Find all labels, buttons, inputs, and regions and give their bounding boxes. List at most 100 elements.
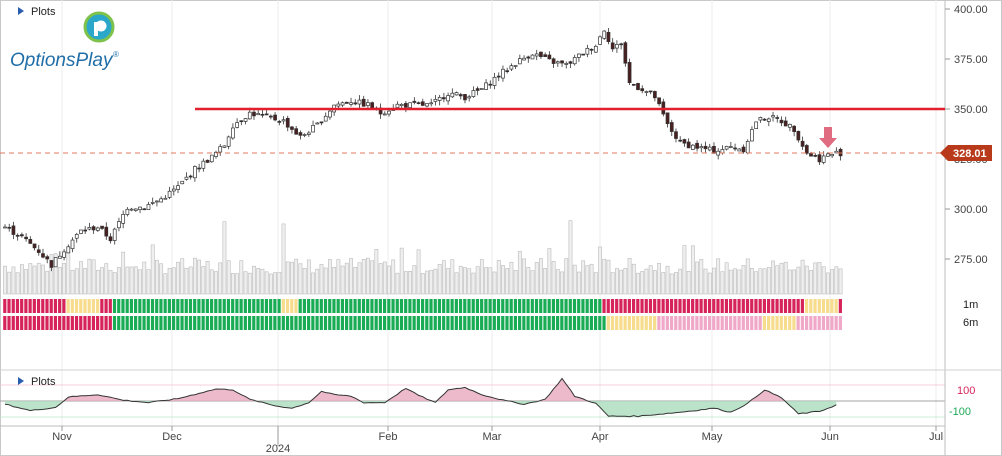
volume-bar — [593, 272, 598, 295]
volume-bar — [471, 272, 476, 295]
signal-6m-cell — [378, 316, 382, 330]
signal-1m-cell — [779, 299, 783, 313]
signal-1m-cell — [577, 299, 581, 313]
candle-body — [826, 153, 830, 157]
candle-body — [745, 141, 750, 154]
signal-6m-cell — [488, 316, 492, 330]
signal-1m-cell — [79, 299, 83, 313]
brand-name: OptionsPlay — [10, 50, 114, 71]
signal-6m-cell — [239, 316, 243, 330]
signal-6m-cell — [74, 316, 79, 330]
signal-1m-cell — [32, 299, 36, 313]
oscillator-plots-label: Plots — [31, 376, 56, 388]
signal-1m-cell — [458, 299, 463, 313]
candle-body — [636, 83, 640, 91]
candle-body — [155, 200, 159, 203]
candle-body — [442, 97, 446, 100]
candle-body — [344, 101, 349, 104]
signal-1m-cell — [298, 299, 302, 313]
signal-6m-cell — [235, 316, 239, 330]
signal-1m-cell — [142, 299, 146, 313]
candle-body — [209, 154, 214, 163]
signal-6m-cell — [817, 316, 821, 330]
candle-body — [804, 145, 809, 154]
candle-body — [492, 76, 497, 86]
signal-6m-cell — [598, 316, 602, 330]
signal-1m-cell — [560, 299, 564, 313]
candle-body — [193, 166, 197, 179]
volume-bar — [825, 272, 830, 295]
signal-1m-cell — [24, 299, 28, 313]
candle-body — [526, 56, 531, 59]
signal-1m-cell — [58, 299, 62, 313]
signal-1m-cell — [395, 299, 399, 313]
signal-strips — [3, 299, 842, 330]
signal-1m-cell — [598, 299, 602, 313]
candle-body — [197, 167, 201, 170]
signal-6m-cell — [480, 316, 484, 330]
candle-body — [306, 132, 311, 135]
signal-6m-cell — [762, 316, 766, 330]
signal-6m-cell — [454, 316, 458, 330]
volume-bar — [463, 267, 467, 295]
signal-6m-cell — [821, 316, 826, 330]
signal-6m-cell — [644, 316, 648, 330]
signal-1m-cell — [340, 299, 344, 313]
candle-body — [813, 154, 818, 157]
candle-body — [834, 150, 839, 154]
candle-body — [830, 153, 834, 157]
volume-bar — [534, 262, 539, 295]
signal-1m-cell — [501, 299, 505, 313]
candle-body — [568, 61, 573, 64]
volume-bar — [298, 263, 303, 295]
signal-6m-cell — [471, 316, 475, 330]
candle-body — [24, 236, 28, 240]
signal-1m-cell — [589, 299, 593, 313]
signal-6m-cell — [256, 316, 260, 330]
volume-bar — [813, 262, 818, 295]
signal-1m-cell — [741, 299, 745, 313]
volume-bar — [62, 262, 66, 295]
volume-bar — [543, 268, 548, 295]
candle-body — [395, 103, 400, 108]
oscillator-plots-toggle[interactable]: Plots — [18, 376, 56, 388]
signal-6m-cell — [311, 316, 315, 330]
candle-body — [771, 115, 775, 118]
signal-1m-cell — [775, 299, 779, 313]
volume-bar — [712, 267, 716, 295]
signal-6m-cell — [838, 316, 842, 330]
signal-1m-cell — [450, 299, 454, 313]
volume-bar — [100, 267, 104, 295]
volume-bar — [737, 269, 742, 295]
signal-6m-cell — [176, 316, 180, 330]
candle-body — [555, 61, 560, 64]
volume-bar — [349, 258, 353, 295]
signal-6m-cell — [425, 316, 429, 330]
signal-1m-cell — [572, 299, 577, 313]
volume-bar — [665, 265, 670, 295]
signal-6m-cell — [446, 316, 450, 330]
signal-1m-cell — [62, 299, 66, 313]
candle-body — [543, 54, 548, 57]
signal-6m-cell — [623, 316, 627, 330]
candle-body — [83, 229, 88, 232]
candle-body — [610, 42, 615, 50]
candle-body — [539, 51, 543, 57]
volume-bar — [146, 269, 151, 295]
volume-bar — [247, 272, 252, 295]
signal-6m-cell — [252, 316, 256, 330]
candle-body — [758, 117, 763, 121]
signal-1m-cell — [172, 299, 176, 313]
candle-body — [669, 122, 674, 132]
volume-bar — [239, 260, 244, 295]
signal-1m-cell — [74, 299, 79, 313]
signal-1m-cell — [205, 299, 209, 313]
plots-toggle[interactable]: Plots — [18, 6, 56, 18]
signal-6m-cell — [180, 316, 184, 330]
candle-body — [370, 102, 374, 109]
volume-bar — [577, 271, 581, 295]
signal-1m-cell — [758, 299, 762, 313]
volume-bar — [366, 257, 370, 295]
volume-bar — [758, 268, 763, 295]
candle-body — [480, 88, 484, 90]
